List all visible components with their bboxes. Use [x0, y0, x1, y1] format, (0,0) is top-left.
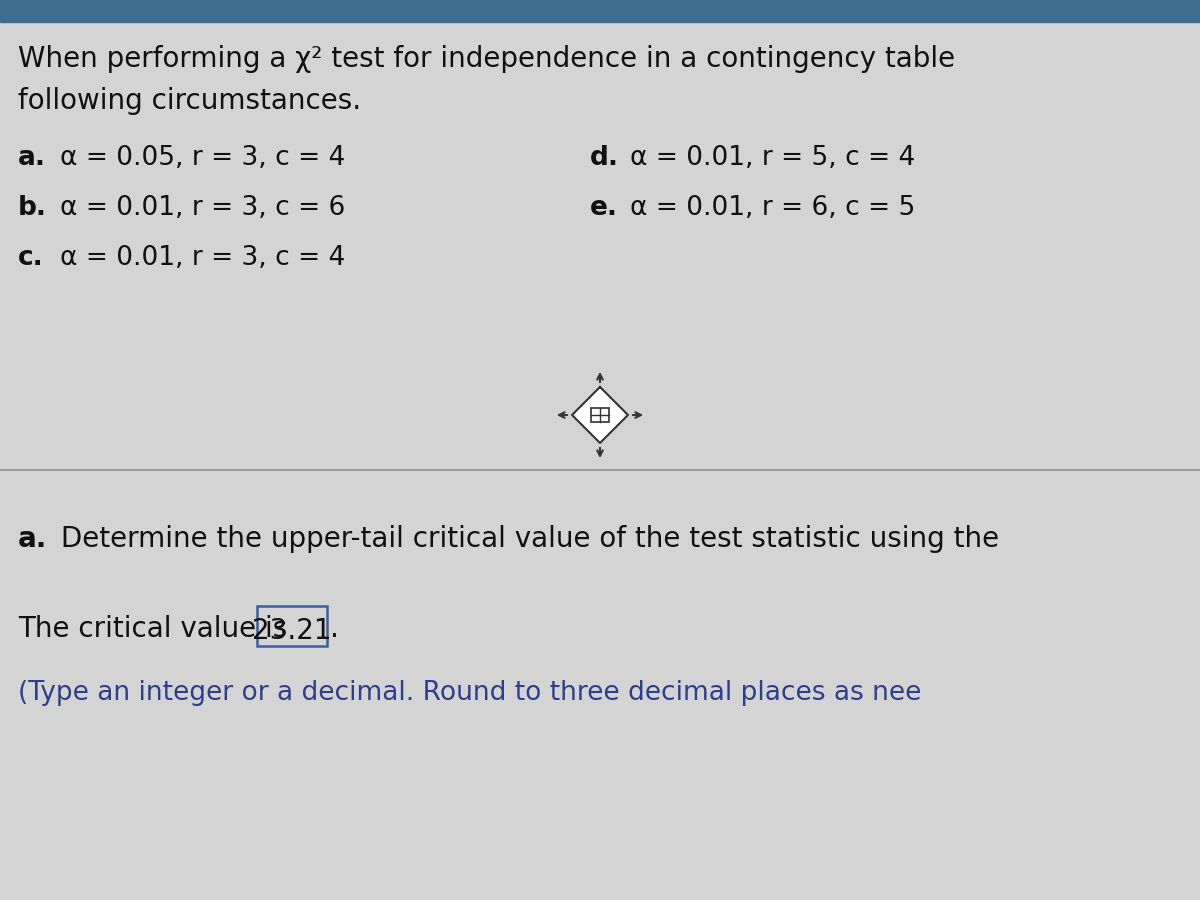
Polygon shape — [572, 387, 628, 443]
Text: c.: c. — [18, 245, 43, 271]
Text: When performing a χ² test for independence in a contingency table: When performing a χ² test for independen… — [18, 45, 955, 73]
Text: α = 0.01, r = 5, c = 4: α = 0.01, r = 5, c = 4 — [630, 145, 916, 171]
Bar — [0, 0, 1200, 22]
Text: α = 0.01, r = 3, c = 4: α = 0.01, r = 3, c = 4 — [60, 245, 346, 271]
Text: e.: e. — [590, 195, 618, 221]
Text: .: . — [330, 615, 338, 643]
Text: α = 0.05, r = 3, c = 4: α = 0.05, r = 3, c = 4 — [60, 145, 346, 171]
Text: following circumstances.: following circumstances. — [18, 87, 361, 115]
Text: Determine the upper-tail critical value of the test statistic using the: Determine the upper-tail critical value … — [52, 525, 1000, 553]
Text: a.: a. — [18, 525, 47, 553]
Text: b.: b. — [18, 195, 47, 221]
Text: α = 0.01, r = 6, c = 5: α = 0.01, r = 6, c = 5 — [630, 195, 916, 221]
Bar — [592, 408, 610, 422]
Text: The critical value is: The critical value is — [18, 615, 296, 643]
Text: (Type an integer or a decimal. Round to three decimal places as nee: (Type an integer or a decimal. Round to … — [18, 680, 922, 706]
Text: α = 0.01, r = 3, c = 6: α = 0.01, r = 3, c = 6 — [60, 195, 346, 221]
Text: d.: d. — [590, 145, 619, 171]
Text: 23.21: 23.21 — [252, 617, 331, 645]
Text: a.: a. — [18, 145, 46, 171]
